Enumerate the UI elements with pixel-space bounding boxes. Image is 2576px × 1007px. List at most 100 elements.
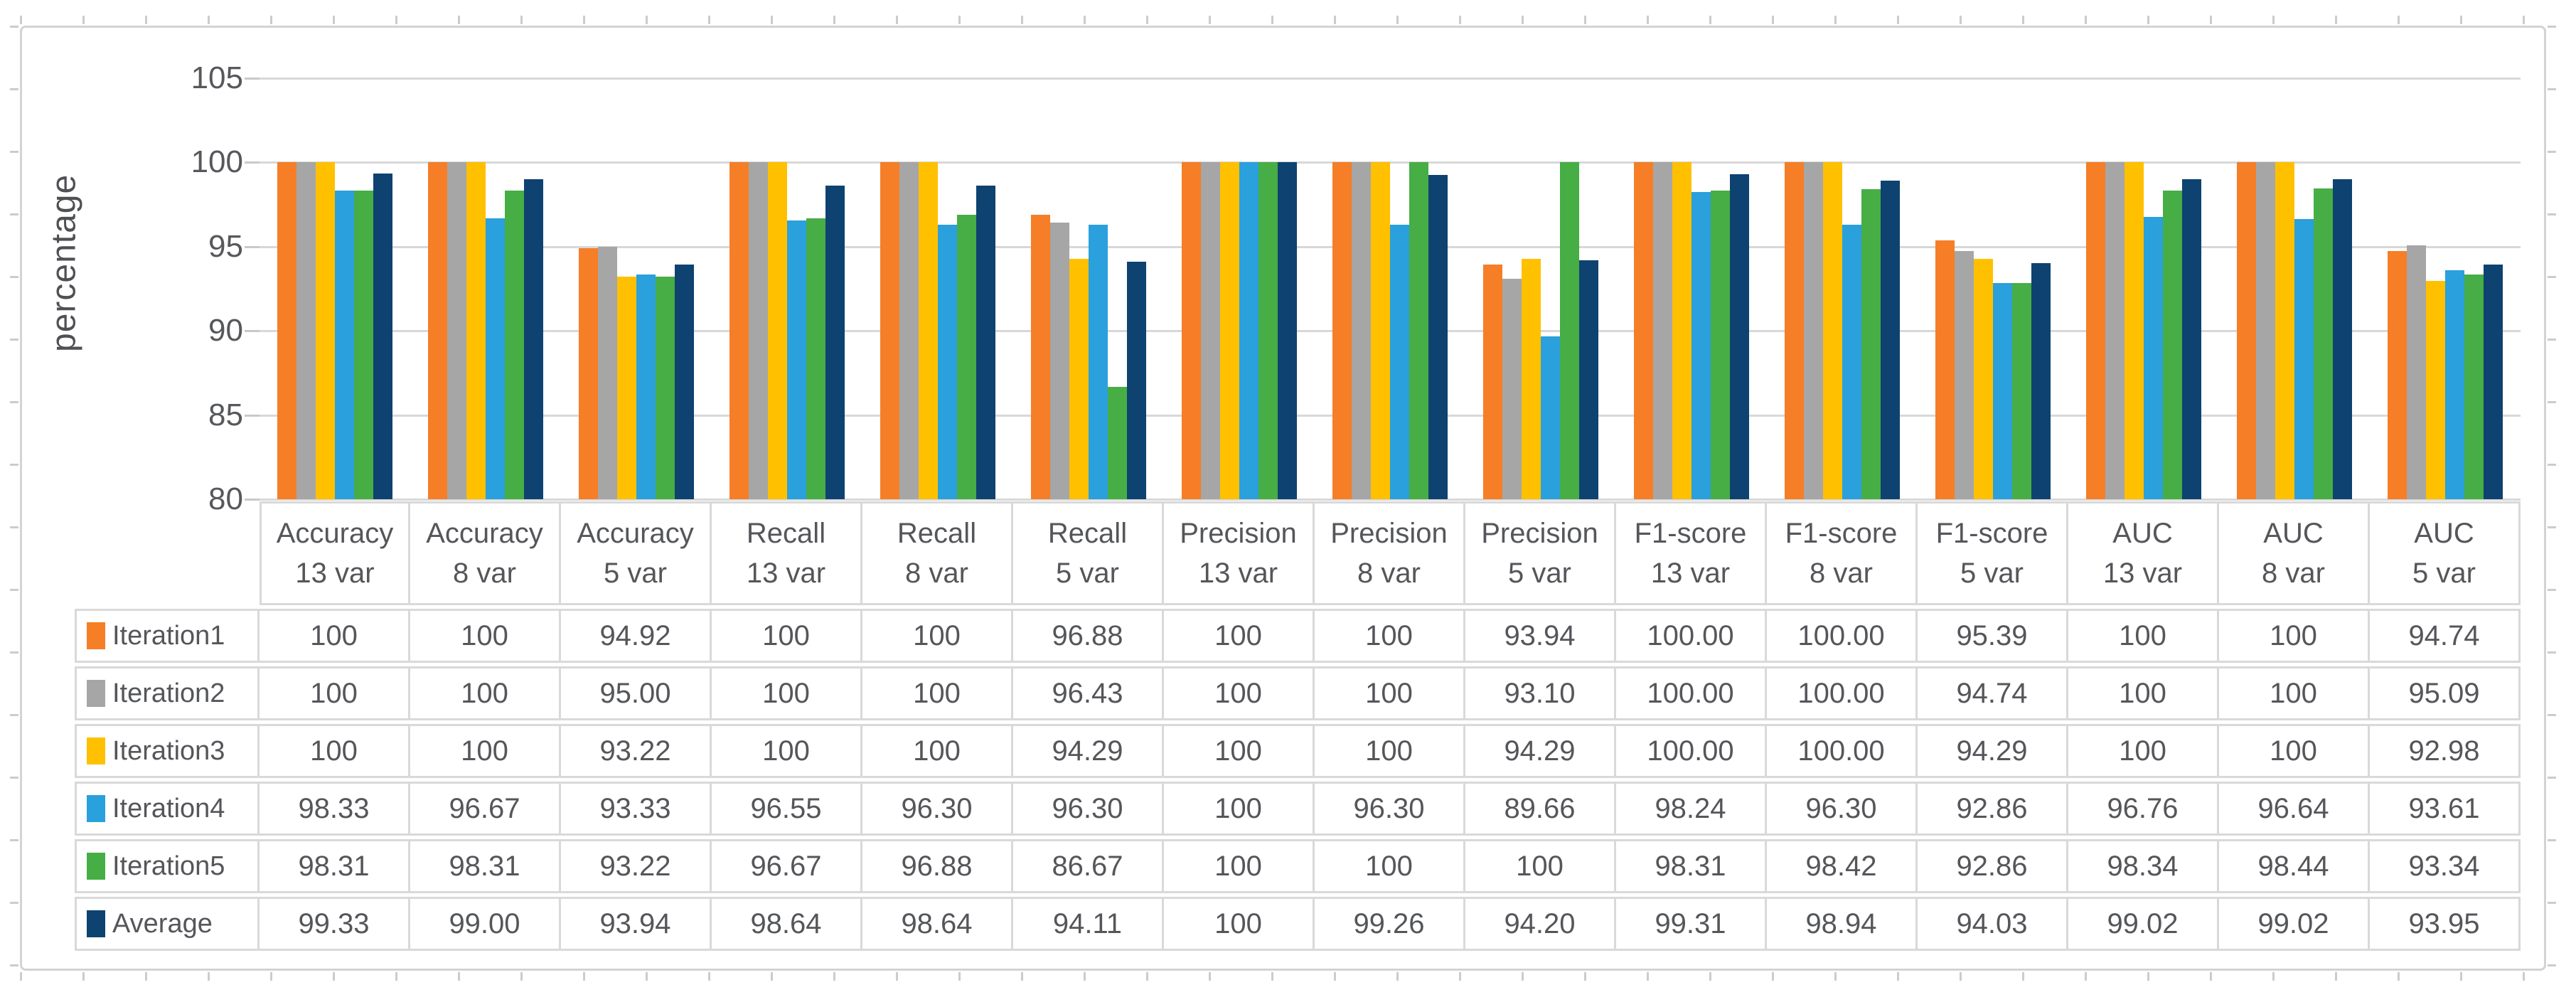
header-vars-label: 13 var [1650,558,1731,589]
table-value-cell: 99.26 [1315,897,1465,951]
table-value-cell: 100 [2068,724,2219,778]
y-tick-label: 80 [208,481,243,516]
table-value-cell: 98.31 [1616,839,1767,893]
legend-swatch-iteration3 [87,737,105,764]
bar-iteration5-recall-13var [806,218,825,499]
table-value-cell: 96.67 [410,782,561,836]
table-value-cell: 94.20 [1465,897,1616,951]
header-metric-label: Precision [1180,518,1297,549]
header-vars-label: 13 var [1198,558,1278,589]
table-row-legend-cell: Iteration5 [75,839,260,893]
table-value-cell: 100 [712,724,862,778]
table-value-cell: 100 [1315,839,1465,893]
gridline [260,161,2521,164]
bar-iteration2-f1-score-13var [1653,162,1672,499]
bar-average-f1-score-13var [1730,174,1749,499]
bar-iteration4-f1-score-13var [1691,192,1711,499]
legend-swatch-iteration1 [87,622,105,649]
bar-iteration1-recall-8var [880,162,899,499]
legend-series-label: Iteration3 [112,735,225,766]
legend-swatch-iteration5 [87,853,105,880]
bar-average-accuracy-13var [373,174,392,499]
table-value-cell: 100 [410,609,561,663]
header-vars-label: 13 var [2102,558,2183,589]
table-value-cell: 100 [1164,609,1315,663]
y-axis-tick [245,245,260,248]
table-value-cell: 100.00 [1767,609,1918,663]
bar-iteration1-auc-5var [2388,251,2407,499]
legend-swatch-iteration4 [87,795,105,822]
table-header-cell: AUC 8 var [2219,501,2370,605]
bar-iteration3-f1-score-5var [1974,258,1993,499]
bar-iteration2-precision-8var [1352,162,1371,499]
bar-iteration2-accuracy-8var [447,162,466,499]
bar-iteration3-accuracy-13var [316,162,335,499]
bar-iteration4-recall-5var [1089,225,1108,499]
table-value-cell: 100 [2219,609,2370,663]
bar-iteration5-recall-5var [1108,387,1127,499]
table-value-cell: 98.33 [260,782,410,836]
table-value-cell: 100 [260,666,410,720]
table-header-cell: Precision 13 var [1164,501,1315,605]
header-vars-label: 13 var [295,558,375,589]
bar-iteration4-precision-8var [1390,225,1409,499]
bar-iteration1-f1-score-13var [1634,162,1653,499]
bar-iteration2-recall-5var [1050,222,1069,499]
table-value-cell: 98.31 [260,839,410,893]
bar-iteration3-f1-score-8var [1823,162,1842,499]
header-metric-label: Accuracy [426,518,543,549]
table-value-cell: 94.29 [1013,724,1164,778]
table-value-cell: 98.24 [1616,782,1767,836]
table-value-cell: 95.00 [561,666,712,720]
bar-iteration5-f1-score-5var [2012,282,2031,499]
bar-average-accuracy-5var [675,264,694,499]
bar-iteration1-precision-8var [1332,162,1352,499]
table-value-cell: 94.03 [1918,897,2068,951]
table-value-cell: 96.30 [862,782,1013,836]
table-value-cell: 93.61 [2370,782,2521,836]
bar-iteration5-auc-13var [2163,190,2182,499]
bar-iteration4-precision-13var [1239,162,1258,499]
bar-iteration5-accuracy-8var [505,191,524,499]
header-vars-label: 13 var [746,558,826,589]
bar-average-f1-score-5var [2031,262,2051,499]
table-value-cell: 96.30 [1013,782,1164,836]
table-value-cell: 96.43 [1013,666,1164,720]
bar-iteration3-precision-5var [1522,258,1541,499]
table-value-cell: 100.00 [1616,724,1767,778]
bar-iteration1-accuracy-13var [277,162,296,499]
bar-average-auc-8var [2333,179,2352,499]
table-header-cell: Recall 8 var [862,501,1013,605]
table-value-cell: 95.09 [2370,666,2521,720]
header-vars-label: 5 var [2412,558,2476,589]
header-metric-label: Recall [746,518,826,549]
bar-iteration1-accuracy-5var [579,247,598,499]
table-value-cell: 100.00 [1767,724,1918,778]
bar-iteration4-precision-5var [1541,336,1560,499]
table-value-cell: 93.10 [1465,666,1616,720]
table-value-cell: 92.86 [1918,782,2068,836]
bar-iteration1-precision-13var [1182,162,1201,499]
table-value-cell: 100.00 [1616,609,1767,663]
table-value-cell: 94.29 [1918,724,2068,778]
table-row-legend-cell: Iteration4 [75,782,260,836]
bar-iteration4-auc-5var [2445,270,2464,499]
table-value-cell: 96.30 [1767,782,1918,836]
table-value-cell: 100.00 [1616,666,1767,720]
bar-iteration4-recall-8var [938,225,957,499]
bar-average-recall-5var [1127,261,1146,499]
bar-average-f1-score-8var [1881,180,1900,499]
bar-iteration2-recall-13var [749,162,768,499]
bar-iteration2-f1-score-8var [1804,162,1823,499]
bar-average-precision-8var [1428,174,1448,499]
ruler-ticks-top [20,16,2546,24]
bar-iteration2-accuracy-5var [598,246,617,499]
bar-average-accuracy-8var [524,179,543,499]
bar-iteration2-auc-13var [2105,162,2125,499]
table-value-cell: 100 [1164,897,1315,951]
table-value-cell: 100 [1315,609,1465,663]
header-metric-label: Precision [1481,518,1598,549]
table-value-cell: 96.88 [1013,609,1164,663]
bar-iteration3-accuracy-5var [617,277,636,499]
header-vars-label: 5 var [1056,558,1119,589]
